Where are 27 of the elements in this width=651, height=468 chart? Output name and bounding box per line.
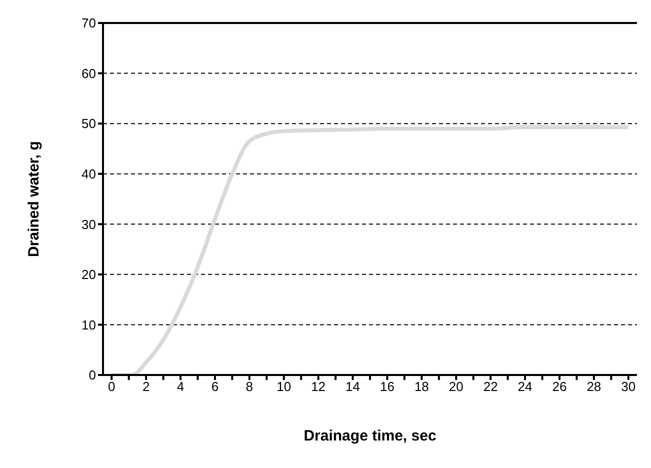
y-tick-label: 10 [82,317,96,332]
x-tick-label: 14 [346,379,360,394]
x-tick-label: 12 [311,379,326,394]
line-series [110,125,630,375]
y-tick-label: 30 [82,216,96,232]
y-tick-label: 50 [82,116,96,132]
x-tick-label: 0 [108,379,116,394]
x-tick-label: 24 [518,379,532,394]
x-axis-title: Drainage time, sec [304,428,436,445]
y-axis-title: Drained water, g [25,141,42,257]
y-tick-label: 20 [82,267,96,282]
y-tick-label: 60 [82,66,96,81]
x-tick-label: 18 [414,379,429,394]
y-tick-label: 40 [82,166,96,182]
x-tick-label: 2 [142,379,150,394]
x-tick-label: 26 [552,379,567,394]
y-tick-label: 70 [82,16,96,31]
x-tick-label: 22 [483,379,498,394]
x-tick-label: 16 [380,379,394,394]
x-tick-label: 20 [448,379,464,394]
x-tick-label: 10 [276,379,292,394]
x-tick-label: 8 [246,379,254,394]
y-tick-label: 0 [88,368,96,383]
x-tick-label: 28 [586,379,602,394]
x-tick-label: 6 [211,379,219,394]
x-tick-label: 4 [176,379,184,394]
x-tick-label: 30 [621,379,636,394]
